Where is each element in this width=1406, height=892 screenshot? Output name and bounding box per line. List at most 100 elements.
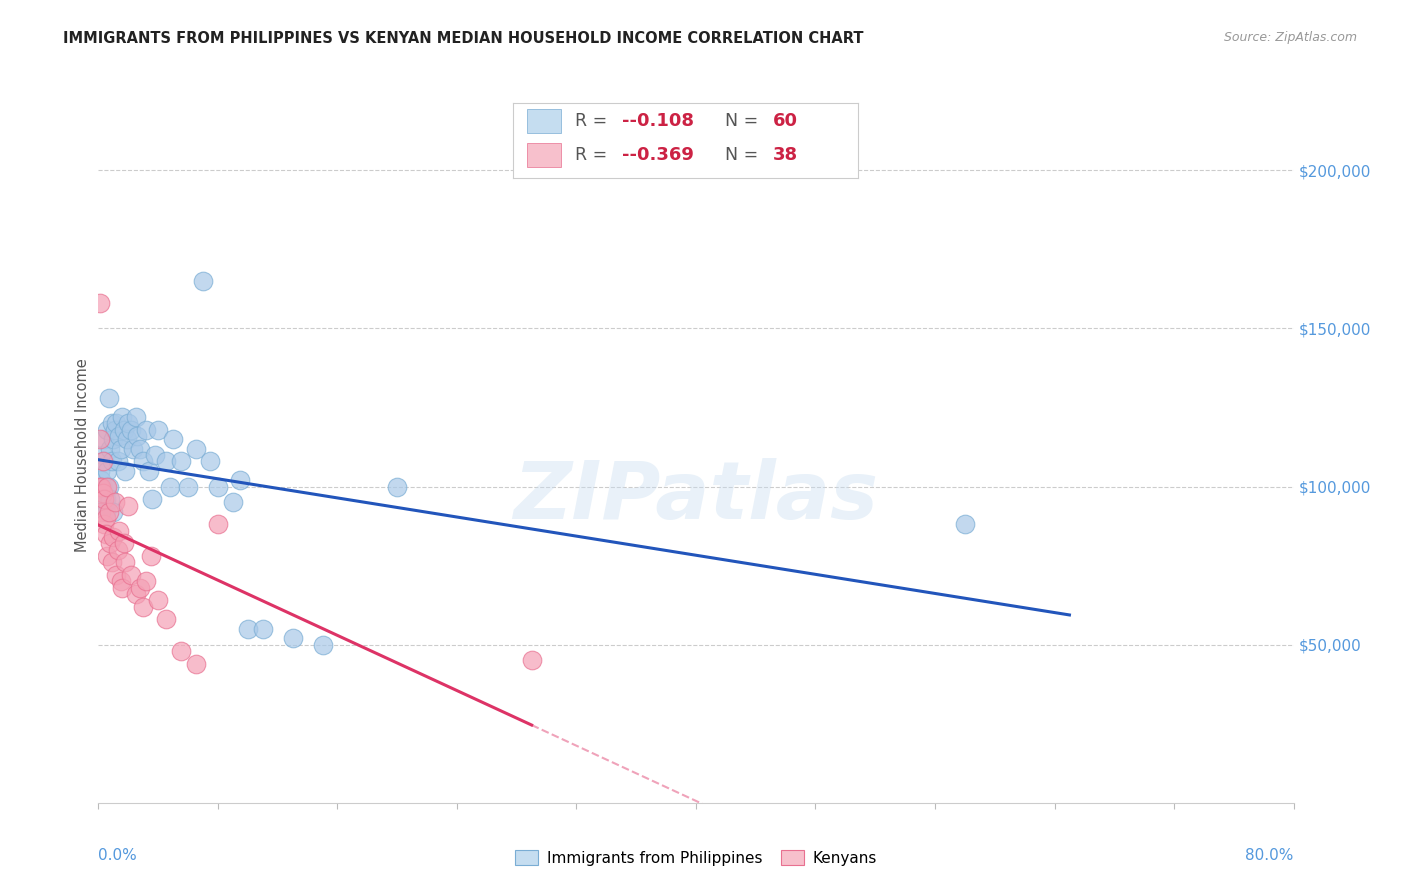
- Text: R =: R =: [575, 112, 613, 129]
- Point: [103, 530, 125, 544]
- Text: ZIPatlas: ZIPatlas: [513, 458, 879, 536]
- Point: [101, 417, 124, 431]
- Point: [91, 486, 114, 500]
- Text: IMMIGRANTS FROM PHILIPPINES VS KENYAN MEDIAN HOUSEHOLD INCOME CORRELATION CHART: IMMIGRANTS FROM PHILIPPINES VS KENYAN ME…: [63, 31, 863, 46]
- Point: [121, 442, 143, 456]
- Point: [191, 274, 214, 288]
- Point: [148, 423, 170, 437]
- Point: [90, 505, 112, 519]
- Point: [117, 499, 139, 513]
- Point: [101, 556, 124, 570]
- Point: [139, 549, 162, 563]
- Point: [93, 492, 115, 507]
- Point: [129, 442, 152, 456]
- Point: [94, 505, 117, 519]
- Point: [125, 587, 148, 601]
- Point: [97, 505, 120, 519]
- Point: [91, 448, 114, 462]
- Legend: Immigrants from Philippines, Kenyans: Immigrants from Philippines, Kenyans: [509, 844, 883, 871]
- Point: [169, 644, 191, 658]
- Point: [115, 432, 138, 446]
- Point: [91, 479, 114, 493]
- Point: [132, 454, 155, 468]
- Point: [97, 479, 120, 493]
- Point: [94, 527, 117, 541]
- Text: 80.0%: 80.0%: [1246, 848, 1294, 863]
- Point: [91, 499, 114, 513]
- Point: [100, 492, 122, 507]
- Point: [103, 432, 125, 446]
- Point: [177, 479, 200, 493]
- Point: [138, 464, 160, 478]
- Point: [120, 568, 142, 582]
- Point: [108, 429, 131, 443]
- Point: [90, 479, 112, 493]
- Text: R =: R =: [575, 146, 613, 164]
- Text: N =: N =: [725, 112, 763, 129]
- Point: [108, 524, 131, 538]
- Point: [100, 536, 122, 550]
- Point: [112, 423, 135, 437]
- Point: [101, 454, 124, 468]
- Point: [94, 479, 117, 493]
- Point: [93, 432, 115, 446]
- Point: [94, 511, 117, 525]
- Point: [89, 432, 111, 446]
- Point: [207, 479, 229, 493]
- Point: [111, 581, 134, 595]
- Text: 60: 60: [773, 112, 799, 129]
- Text: 38: 38: [773, 146, 799, 164]
- Point: [385, 479, 409, 493]
- Point: [135, 423, 157, 437]
- Y-axis label: Median Household Income: Median Household Income: [75, 358, 90, 552]
- Point: [112, 536, 135, 550]
- Point: [107, 542, 129, 557]
- Point: [281, 632, 304, 646]
- Point: [141, 492, 163, 507]
- Point: [111, 409, 134, 424]
- Point: [89, 296, 111, 310]
- Bar: [527, 143, 561, 167]
- Point: [114, 556, 136, 570]
- Point: [100, 442, 122, 456]
- Point: [89, 464, 111, 478]
- Point: [103, 505, 125, 519]
- Text: N =: N =: [725, 146, 763, 164]
- Point: [114, 464, 136, 478]
- Point: [107, 454, 129, 468]
- Point: [252, 622, 274, 636]
- Point: [953, 517, 976, 532]
- Point: [184, 442, 207, 456]
- Point: [162, 432, 184, 446]
- Point: [236, 622, 259, 636]
- Point: [93, 517, 115, 532]
- Point: [169, 454, 191, 468]
- Bar: [527, 109, 561, 133]
- Text: 0.0%: 0.0%: [98, 848, 138, 863]
- Point: [105, 568, 128, 582]
- Point: [90, 473, 112, 487]
- Point: [200, 454, 222, 468]
- Point: [90, 492, 112, 507]
- Point: [120, 423, 142, 437]
- Point: [117, 417, 139, 431]
- Text: Source: ZipAtlas.com: Source: ZipAtlas.com: [1223, 31, 1357, 45]
- Point: [96, 423, 118, 437]
- Point: [89, 479, 111, 493]
- Point: [104, 495, 127, 509]
- Point: [127, 429, 149, 443]
- Point: [159, 479, 181, 493]
- Point: [311, 638, 333, 652]
- Text: --0.369: --0.369: [621, 146, 693, 164]
- Point: [125, 409, 148, 424]
- Point: [129, 581, 152, 595]
- Point: [155, 454, 177, 468]
- Point: [94, 492, 117, 507]
- Point: [143, 448, 166, 462]
- Point: [148, 593, 170, 607]
- Point: [207, 517, 229, 532]
- Text: --0.108: --0.108: [621, 112, 693, 129]
- Point: [105, 417, 128, 431]
- Point: [110, 574, 132, 589]
- Point: [222, 495, 245, 509]
